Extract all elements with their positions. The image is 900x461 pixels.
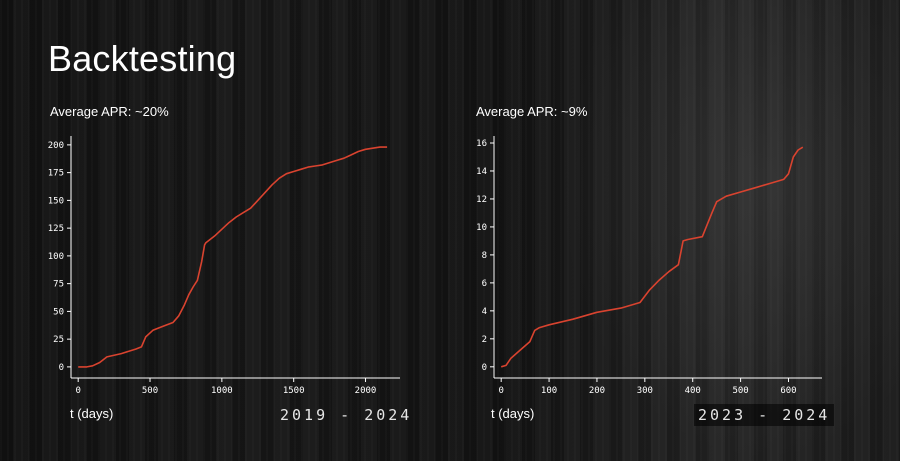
left-chart-y-tick-label: 25	[53, 335, 64, 345]
left-chart-x-tick-label: 1000	[211, 386, 233, 396]
left-chart-x-tick-label: 1500	[283, 386, 305, 396]
right-chart-y-tick-label: 2	[482, 335, 487, 345]
right-chart-x-tick-label: 400	[685, 386, 701, 396]
right-chart-x-tick-label: 100	[541, 386, 557, 396]
left-chart-y-tick-label: 100	[48, 252, 64, 262]
left-chart-y-tick-label: 50	[53, 307, 64, 317]
left-chart-x-tick-label: 500	[142, 386, 158, 396]
right-chart-x-tick-label: 200	[589, 386, 605, 396]
right-chart-x-tick-label: 500	[732, 386, 748, 396]
left-chart-y-tick-label: 0	[59, 363, 64, 373]
right-chart-y-tick-label: 0	[482, 363, 487, 373]
right-chart-period: 2023 - 2024	[694, 404, 835, 426]
left-chart-y-tick-label: 150	[48, 196, 64, 206]
right-chart-y-tick-label: 6	[482, 279, 487, 289]
right-chart-x-tick-label: 0	[498, 386, 503, 396]
right-chart-series-line	[500, 146, 804, 368]
right-chart-y-tick-label: 14	[476, 167, 487, 177]
right-chart-y-tick-label: 4	[482, 307, 487, 317]
left-chart-y-tick-label: 175	[48, 169, 64, 179]
right-chart-y-tick-label: 8	[482, 251, 487, 261]
right-chart-y-tick-label: 12	[476, 195, 487, 205]
left-chart-y-tick-label: 75	[53, 280, 64, 290]
right-chart-y-tick-label: 16	[476, 139, 487, 149]
left-chart-series-line	[78, 146, 388, 368]
left-chart-x-tick-label: 0	[75, 386, 80, 396]
right-chart-x-tick-label: 300	[637, 386, 653, 396]
left-chart-y-tick-label: 125	[48, 224, 64, 234]
left-chart-x-axis-label: t (days)	[70, 406, 114, 421]
right-chart-y-tick-label: 10	[476, 223, 487, 233]
left-chart-x-tick-label: 2000	[355, 386, 377, 396]
right-chart-subtitle: Average APR: ~9%	[476, 104, 588, 119]
page-title: Backtesting	[48, 38, 237, 79]
left-chart-subtitle: Average APR: ~20%	[50, 104, 169, 119]
right-chart-x-tick-label: 600	[780, 386, 796, 396]
background-glow	[560, 0, 900, 461]
left-chart-period: 2019 - 2024	[280, 406, 413, 424]
right-chart-x-axis-label: t (days)	[491, 406, 535, 421]
left-chart-y-tick-label: 200	[48, 141, 64, 151]
